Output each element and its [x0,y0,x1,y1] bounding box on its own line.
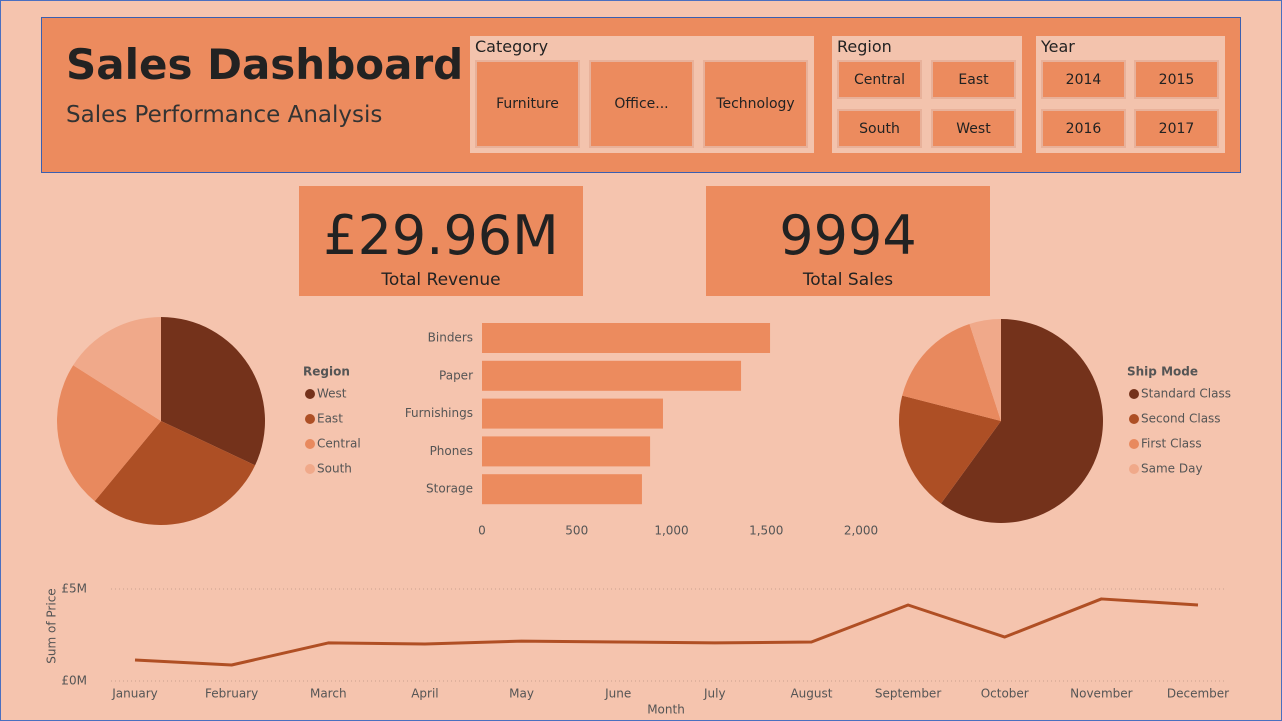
x-tick-label: 0 [478,524,486,538]
bar [482,398,663,429]
pie-slice [161,317,265,466]
legend-marker [305,439,315,449]
y-tick-label: Storage [426,482,473,496]
kpi-label: Total Revenue [381,270,501,290]
kpi-value: 9994 [779,204,917,267]
y-axis-label: Sum of Price [45,588,59,663]
filter-panel: Category Furniture Office... Technology [470,36,814,153]
title: Sales Dashboard [66,40,464,89]
legend-marker [1129,464,1139,474]
legend-label: Second Class [1141,412,1221,426]
bar [482,436,651,467]
x-tick-label: 1,500 [749,524,783,538]
pie-slice [899,395,1001,504]
x-tick-label: February [205,687,258,701]
x-tick-label: 500 [565,524,588,538]
legend-label: South [317,462,352,476]
filter-option[interactable]: East [931,60,1016,99]
line [134,597,1199,667]
filter-option[interactable]: 2016 [1041,109,1126,148]
pie-slice [56,365,161,502]
filter-option[interactable]: 2015 [1134,60,1219,99]
x-tick-label: May [509,687,534,701]
pie-slice [969,319,1001,421]
legend-marker [1129,439,1139,449]
legend-marker [305,464,315,474]
x-tick-label: July [703,687,726,701]
legend-label: West [317,387,347,401]
legend-label: First Class [1141,437,1202,451]
x-tick-label: 1,000 [654,524,688,538]
legend-label: Central [317,437,361,451]
legend-label: East [317,412,343,426]
subtitle: Sales Performance Analysis [66,102,383,128]
y-tick-label: £0M [61,674,87,688]
y-tick-label: £5M [61,582,87,596]
x-tick-label: April [411,687,438,701]
x-tick-label: June [604,687,631,701]
legend-marker [1129,414,1139,424]
x-axis-label: Month [647,703,685,717]
legend-title: Region [303,365,350,379]
legend-marker [1129,389,1139,399]
filter-title: Region [837,37,892,56]
kpi-card: 9994 Total Sales [706,186,990,296]
y-tick-label: Phones [430,444,473,458]
pie-slice [902,323,1001,421]
filter-option[interactable]: Central [837,60,922,99]
kpi-label: Total Sales [802,270,894,290]
x-tick-label: March [310,687,347,701]
y-tick-label: Furnishings [405,406,473,420]
x-tick-label: January [111,687,158,701]
filter-panel: Region Central East South West [832,36,1022,153]
kpi-value: £29.96M [323,204,559,267]
legend-marker [305,414,315,424]
pie-slice [94,421,256,526]
filter-option[interactable]: South [837,109,922,148]
legend-label: Same Day [1141,462,1203,476]
x-tick-label: September [875,687,941,701]
y-tick-label: Binders [428,331,473,345]
x-tick-label: 2,000 [844,524,878,538]
x-tick-label: October [981,687,1029,701]
bar [482,323,771,353]
x-tick-label: August [790,687,832,701]
filter-option[interactable]: 2017 [1134,109,1219,148]
bar [482,360,742,391]
pie-slice [941,319,1103,523]
kpi-card: £29.96M Total Revenue [299,186,583,296]
x-tick-label: November [1070,687,1132,701]
filter-title: Category [475,37,549,56]
filter-panel: Year 2014 2015 2016 2017 [1036,36,1225,153]
legend-label: Standard Class [1141,387,1231,401]
filter-option[interactable]: 2014 [1041,60,1126,99]
x-tick-label: December [1167,687,1229,701]
filter-option[interactable]: Office... [589,60,694,148]
pie-slice [73,317,161,421]
filter-option[interactable]: Furniture [475,60,580,148]
legend-marker [305,389,315,399]
y-tick-label: Paper [439,368,473,382]
filter-option[interactable]: West [931,109,1016,148]
legend-title: Ship Mode [1127,365,1198,379]
filter-option[interactable]: Technology [703,60,808,148]
filter-title: Year [1041,37,1075,56]
bar [482,474,642,505]
